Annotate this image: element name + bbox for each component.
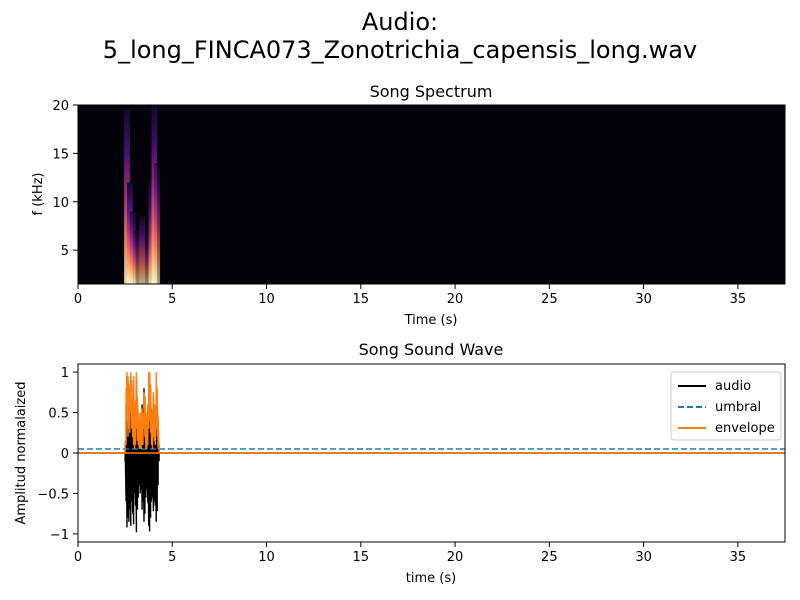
figure-title-line2: 5_long_FINCA073_Zonotrichia_capensis_lon… <box>102 36 698 64</box>
wave-x-tick-label: 0 <box>74 550 82 565</box>
wave-x-tick-label: 35 <box>730 550 747 565</box>
spectrum-x-tick-label: 0 <box>74 292 82 307</box>
spectrum-frame <box>77 104 786 285</box>
wave-series <box>78 372 785 533</box>
legend-audio-label: audio <box>715 379 751 394</box>
spectrum-y-tick-label: 15 <box>52 147 69 162</box>
spectrum-x-tick-label: 5 <box>168 292 176 307</box>
spectrum-y-ticks: 5 10 15 20 <box>52 99 78 259</box>
wave-y-tick-label: −1 <box>50 528 69 543</box>
spectrum-background <box>78 105 785 284</box>
spectrum-energy <box>124 105 161 284</box>
spectrum-x-tick-label: 20 <box>447 292 464 307</box>
figure-title-line1: Audio: <box>361 8 439 36</box>
spectrum-x-tick-label: 15 <box>353 292 370 307</box>
wave-x-ticks: 0 5 10 15 20 25 30 35 <box>74 542 746 565</box>
legend-umbral-label: umbral <box>715 400 761 415</box>
wave-series-envelope <box>124 372 160 454</box>
legend: audio umbral envelope <box>670 371 782 441</box>
spectrum-y-label: f (kHz) <box>31 173 46 216</box>
spectrum-x-tick-label: 10 <box>258 292 275 307</box>
spectrum-x-tick-label: 35 <box>730 292 747 307</box>
wave-x-tick-label: 30 <box>635 550 652 565</box>
figure-title: Audio: 5_long_FINCA073_Zonotrichia_capen… <box>0 8 800 64</box>
wave-x-tick-label: 20 <box>447 550 464 565</box>
legend-box <box>670 371 782 441</box>
wave-title: Song Sound Wave <box>359 340 504 359</box>
spectrum-x-label: Time (s) <box>404 313 458 328</box>
wave-x-label: time (s) <box>406 571 456 586</box>
wave-y-tick-label: −0.5 <box>37 487 69 502</box>
spectrum-band-5 <box>144 235 151 284</box>
wave-y-tick-label: 1 <box>61 366 69 381</box>
spectrum-x-ticks: 0 5 10 15 20 25 30 35 <box>74 284 746 307</box>
spectrum-band-4 <box>139 216 145 284</box>
spectrum-band-2 <box>129 211 136 284</box>
wave-x-tick-label: 10 <box>258 550 275 565</box>
wave-y-tick-label: 0.5 <box>48 407 69 422</box>
wave-x-tick-label: 15 <box>353 550 370 565</box>
legend-envelope-label: envelope <box>715 421 775 436</box>
spectrum-band-8 <box>154 163 161 284</box>
spectrum-y-tick-label: 5 <box>61 244 69 259</box>
wave-chart: Song Sound Wave 0 5 10 15 20 25 30 35 −1 −0.5 0 0.… <box>14 340 786 586</box>
wave-y-tick-label: 0 <box>61 447 69 462</box>
spectrum-y-tick-label: 20 <box>52 99 69 114</box>
spectrum-title: Song Spectrum <box>370 82 493 101</box>
spectrum-band-3 <box>133 230 140 284</box>
wave-x-tick-label: 5 <box>168 550 176 565</box>
spectrum-chart: Song Spectrum 0 5 10 15 20 25 30 35 5 10 15 20 Tim… <box>31 82 786 328</box>
wave-y-ticks: −1 −0.5 0 0.5 1 <box>37 366 78 543</box>
wave-x-tick-label: 25 <box>541 550 558 565</box>
spectrum-x-tick-label: 30 <box>635 292 652 307</box>
wave-y-label: Amplitud normalaized <box>14 382 29 525</box>
spectrum-y-tick-label: 10 <box>52 196 69 211</box>
spectrum-x-tick-label: 25 <box>541 292 558 307</box>
